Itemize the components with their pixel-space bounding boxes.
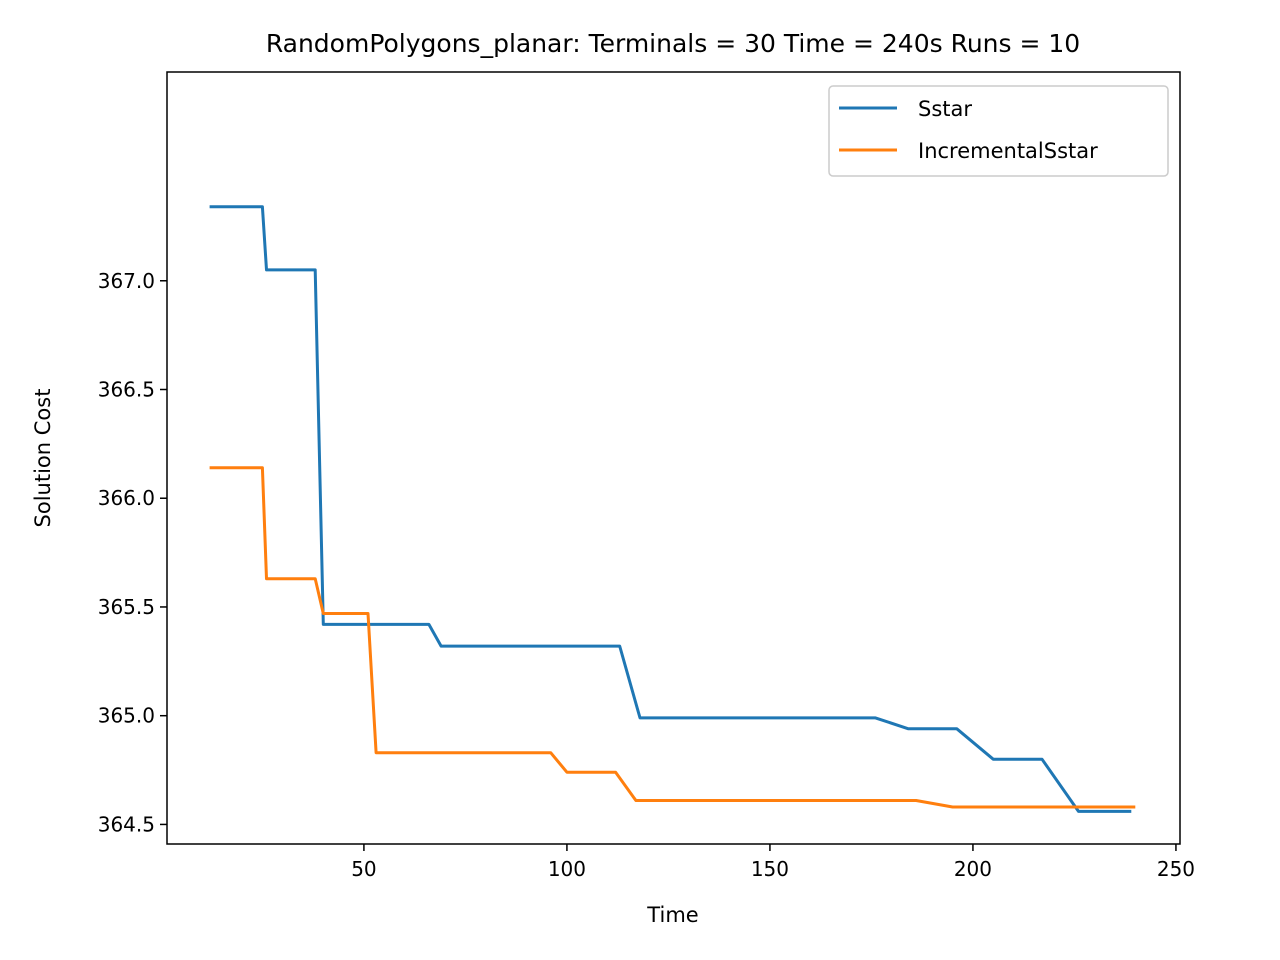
chart-title: RandomPolygons_planar: Terminals = 30 Ti… xyxy=(266,29,1080,58)
y-tick-label: 365.5 xyxy=(98,595,155,619)
legend-label-incrementalsstar: IncrementalSstar xyxy=(918,139,1098,163)
legend-box xyxy=(828,85,1169,177)
x-tick-label: 250 xyxy=(1157,857,1195,881)
x-tick-label: 150 xyxy=(751,857,789,881)
x-axis-label: Time xyxy=(646,903,698,927)
y-tick-label: 364.5 xyxy=(98,812,155,836)
y-tick-label: 365.0 xyxy=(98,704,155,728)
plot-marks xyxy=(209,205,1136,813)
y-axis-label: Solution Cost xyxy=(31,389,55,528)
y-tick-label: 367.0 xyxy=(98,269,155,293)
y-tick-label: 366.0 xyxy=(98,486,155,510)
y-axis: 364.5 365.0 365.5 366.0 366.5 367.0 xyxy=(98,269,167,836)
legend: Sstar IncrementalSstar xyxy=(828,85,1169,177)
x-tick-label: 200 xyxy=(954,857,992,881)
y-tick-label: 366.5 xyxy=(98,377,155,401)
series-line-incrementalsstar xyxy=(209,466,1136,809)
x-tick-label: 100 xyxy=(548,857,586,881)
x-axis: 50 100 150 200 250 xyxy=(351,844,1195,881)
series-line-sstar xyxy=(209,205,1132,813)
legend-label-sstar: Sstar xyxy=(918,97,972,121)
x-tick-label: 50 xyxy=(351,857,376,881)
plot-frame xyxy=(166,71,1181,845)
